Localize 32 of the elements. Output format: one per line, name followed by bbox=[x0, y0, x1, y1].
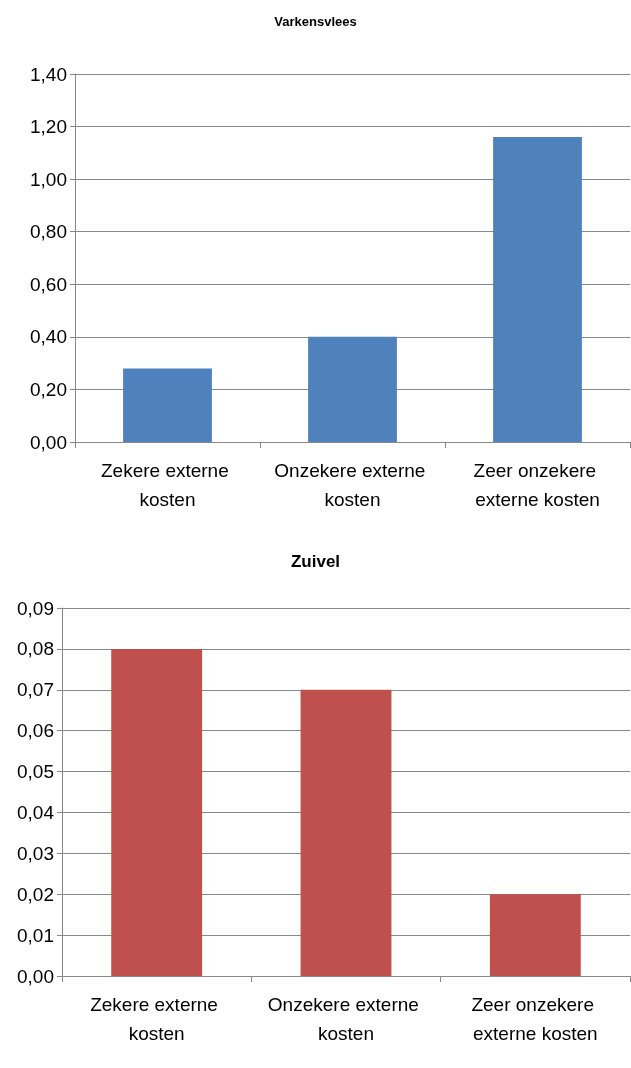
bar bbox=[123, 368, 212, 442]
y-tick-label: 0,07 bbox=[17, 679, 54, 701]
chart-title: Zuivel bbox=[290, 552, 341, 571]
bar bbox=[300, 689, 392, 976]
y-tick-label: 1,00 bbox=[30, 168, 67, 190]
bar bbox=[308, 336, 397, 442]
chart-title: Varkensvlees bbox=[274, 14, 357, 29]
y-tick-label: 0,02 bbox=[17, 883, 54, 905]
x-tick-label: Onzekere externe kosten bbox=[267, 994, 425, 1044]
y-tick-label: 0,04 bbox=[17, 801, 55, 823]
bar bbox=[493, 137, 582, 442]
y-tick-label: 0,00 bbox=[17, 965, 54, 987]
y-tick-label: 0,08 bbox=[17, 638, 54, 660]
x-tick-label: Zekere externe kosten bbox=[90, 994, 224, 1044]
x-tick-label: Onzekere externe kosten bbox=[274, 460, 431, 510]
y-tick-label: 0,40 bbox=[30, 326, 67, 348]
y-tick-label: 0,00 bbox=[30, 431, 67, 453]
bar bbox=[489, 894, 581, 976]
y-tick-label: 0,06 bbox=[17, 720, 54, 742]
bar bbox=[111, 648, 203, 976]
y-tick-label: 1,40 bbox=[30, 63, 67, 85]
x-tick-label: Zeer onzekere externe kosten bbox=[471, 994, 600, 1044]
y-tick-label: 0,03 bbox=[17, 842, 54, 864]
y-tick-label: 0,60 bbox=[30, 273, 67, 295]
y-tick-label: 0,09 bbox=[17, 597, 54, 619]
y-tick-label: 0,20 bbox=[30, 378, 67, 400]
y-tick-label: 0,80 bbox=[30, 221, 67, 243]
y-tick-label: 1,20 bbox=[30, 116, 67, 138]
x-tick-label: Zeer onzekere externe kosten bbox=[473, 460, 602, 510]
y-tick-label: 0,05 bbox=[17, 761, 54, 783]
y-tick-label: 0,01 bbox=[17, 924, 54, 946]
x-tick-label: Zekere externe kosten bbox=[100, 460, 235, 510]
